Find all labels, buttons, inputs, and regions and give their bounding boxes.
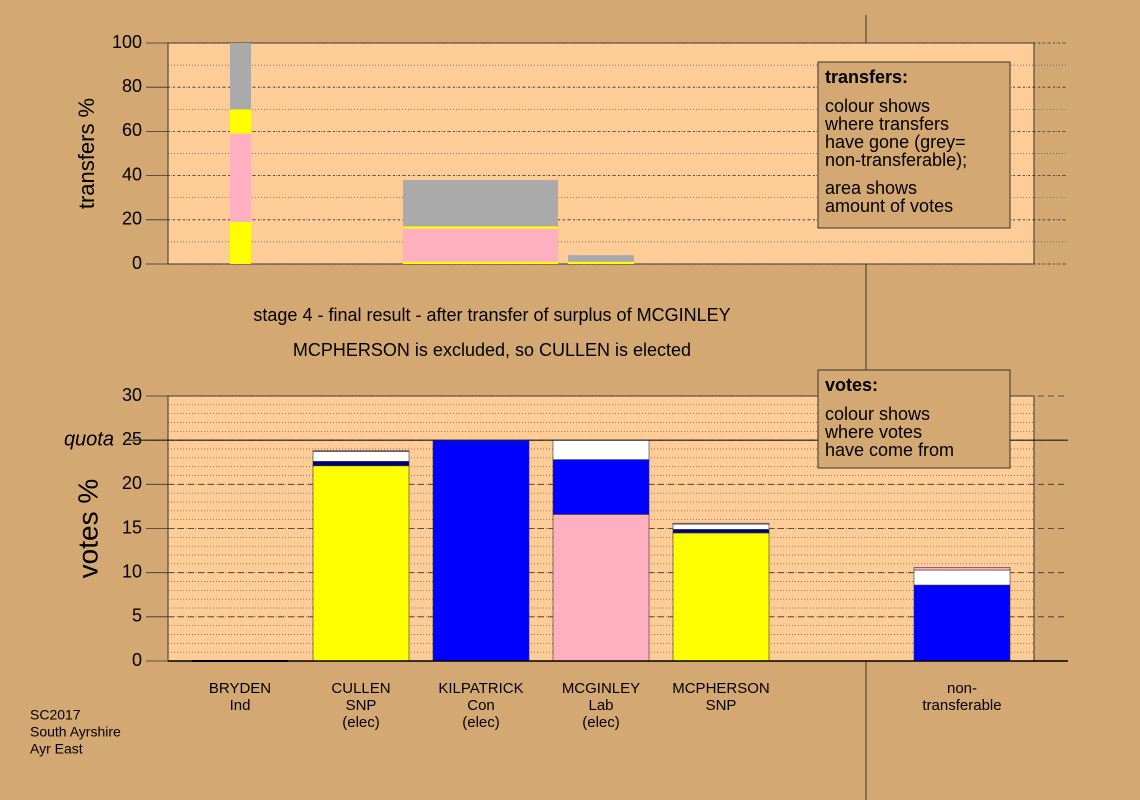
quota-label: quota <box>64 428 114 450</box>
bar-segment <box>568 261 634 264</box>
y-tick-label: 5 <box>132 606 142 626</box>
x-tick-label: (elec) <box>342 714 380 731</box>
bar-segment <box>230 43 251 110</box>
bar-segment <box>230 109 251 134</box>
x-tick-label: (elec) <box>462 714 500 731</box>
legend-text: non-transferable); <box>825 150 967 170</box>
legend-text: area shows <box>825 178 917 198</box>
x-tick-label: KILPATRICK <box>438 680 523 697</box>
legend-text: amount of votes <box>825 196 953 216</box>
x-tick-label: MCGINLEY <box>562 680 640 697</box>
legend-title: transfers: <box>825 67 908 87</box>
bar-segment <box>403 261 558 264</box>
y-tick-label: 0 <box>132 650 142 670</box>
legend-text: where transfers <box>824 114 949 134</box>
bar-segment <box>672 529 770 534</box>
x-tick-label: SNP <box>346 697 377 714</box>
bar-segment <box>672 522 770 525</box>
bar-segment <box>552 514 650 662</box>
x-tick-label: BRYDEN <box>209 680 271 697</box>
y-axis-label: votes % <box>72 479 103 579</box>
legend-text: have come from <box>825 440 954 460</box>
x-tick-label: transferable <box>922 697 1001 714</box>
y-tick-label: 25 <box>122 429 142 449</box>
x-tick-label: SNP <box>706 697 737 714</box>
legend-box <box>817 61 1011 229</box>
footer: SC2017 <box>30 707 81 723</box>
bar-segment <box>403 180 558 227</box>
bar-segment <box>312 450 410 452</box>
bar-segment <box>403 228 558 262</box>
y-tick-label: 10 <box>122 561 142 581</box>
legend-text: have gone (grey= <box>825 132 966 152</box>
bar-segment <box>403 226 558 229</box>
y-tick-label: 40 <box>122 164 142 184</box>
y-tick-label: 0 <box>132 253 142 273</box>
y-tick-label: 20 <box>122 473 142 493</box>
bar-segment <box>230 133 251 223</box>
bar-segment <box>913 567 1011 571</box>
x-tick-label: non- <box>947 680 977 697</box>
legend-text: where votes <box>824 422 922 442</box>
bar-segment <box>568 255 634 262</box>
bar-segment <box>913 584 1011 662</box>
x-tick-label: Lab <box>588 697 613 714</box>
annotation: MCPHERSON is excluded, so CULLEN is elec… <box>293 340 691 360</box>
bar-segment <box>552 459 650 515</box>
bar-segment <box>312 451 410 462</box>
bar-segment <box>913 569 1011 586</box>
y-tick-label: 60 <box>122 120 142 140</box>
y-tick-label: 80 <box>122 76 142 96</box>
annotation: stage 4 - final result - after transfer … <box>253 305 730 325</box>
footer: South Ayrshire <box>30 724 121 740</box>
footer: Ayr East <box>30 741 83 757</box>
y-tick-label: 20 <box>122 209 142 229</box>
bar-segment <box>312 461 410 467</box>
legend-box <box>817 369 1011 469</box>
x-tick-label: CULLEN <box>331 680 390 697</box>
y-tick-label: 30 <box>122 385 142 405</box>
x-tick-label: MCPHERSON <box>672 680 770 697</box>
x-tick-label: Ind <box>230 697 251 714</box>
bar-segment <box>432 439 530 662</box>
legend-title: votes: <box>825 375 878 395</box>
y-tick-label: 100 <box>112 32 142 52</box>
bar-segment <box>672 532 770 662</box>
bar-segment <box>672 523 770 530</box>
bar-segment <box>312 465 410 662</box>
y-tick-label: 15 <box>122 517 142 537</box>
bar-segment <box>230 222 251 264</box>
y-axis-label: transfers % <box>74 98 99 209</box>
x-tick-label: Con <box>467 697 495 714</box>
bar-segment <box>552 439 650 460</box>
legend-text: colour shows <box>825 404 930 424</box>
legend-text: colour shows <box>825 96 930 116</box>
x-tick-label: (elec) <box>582 714 620 731</box>
